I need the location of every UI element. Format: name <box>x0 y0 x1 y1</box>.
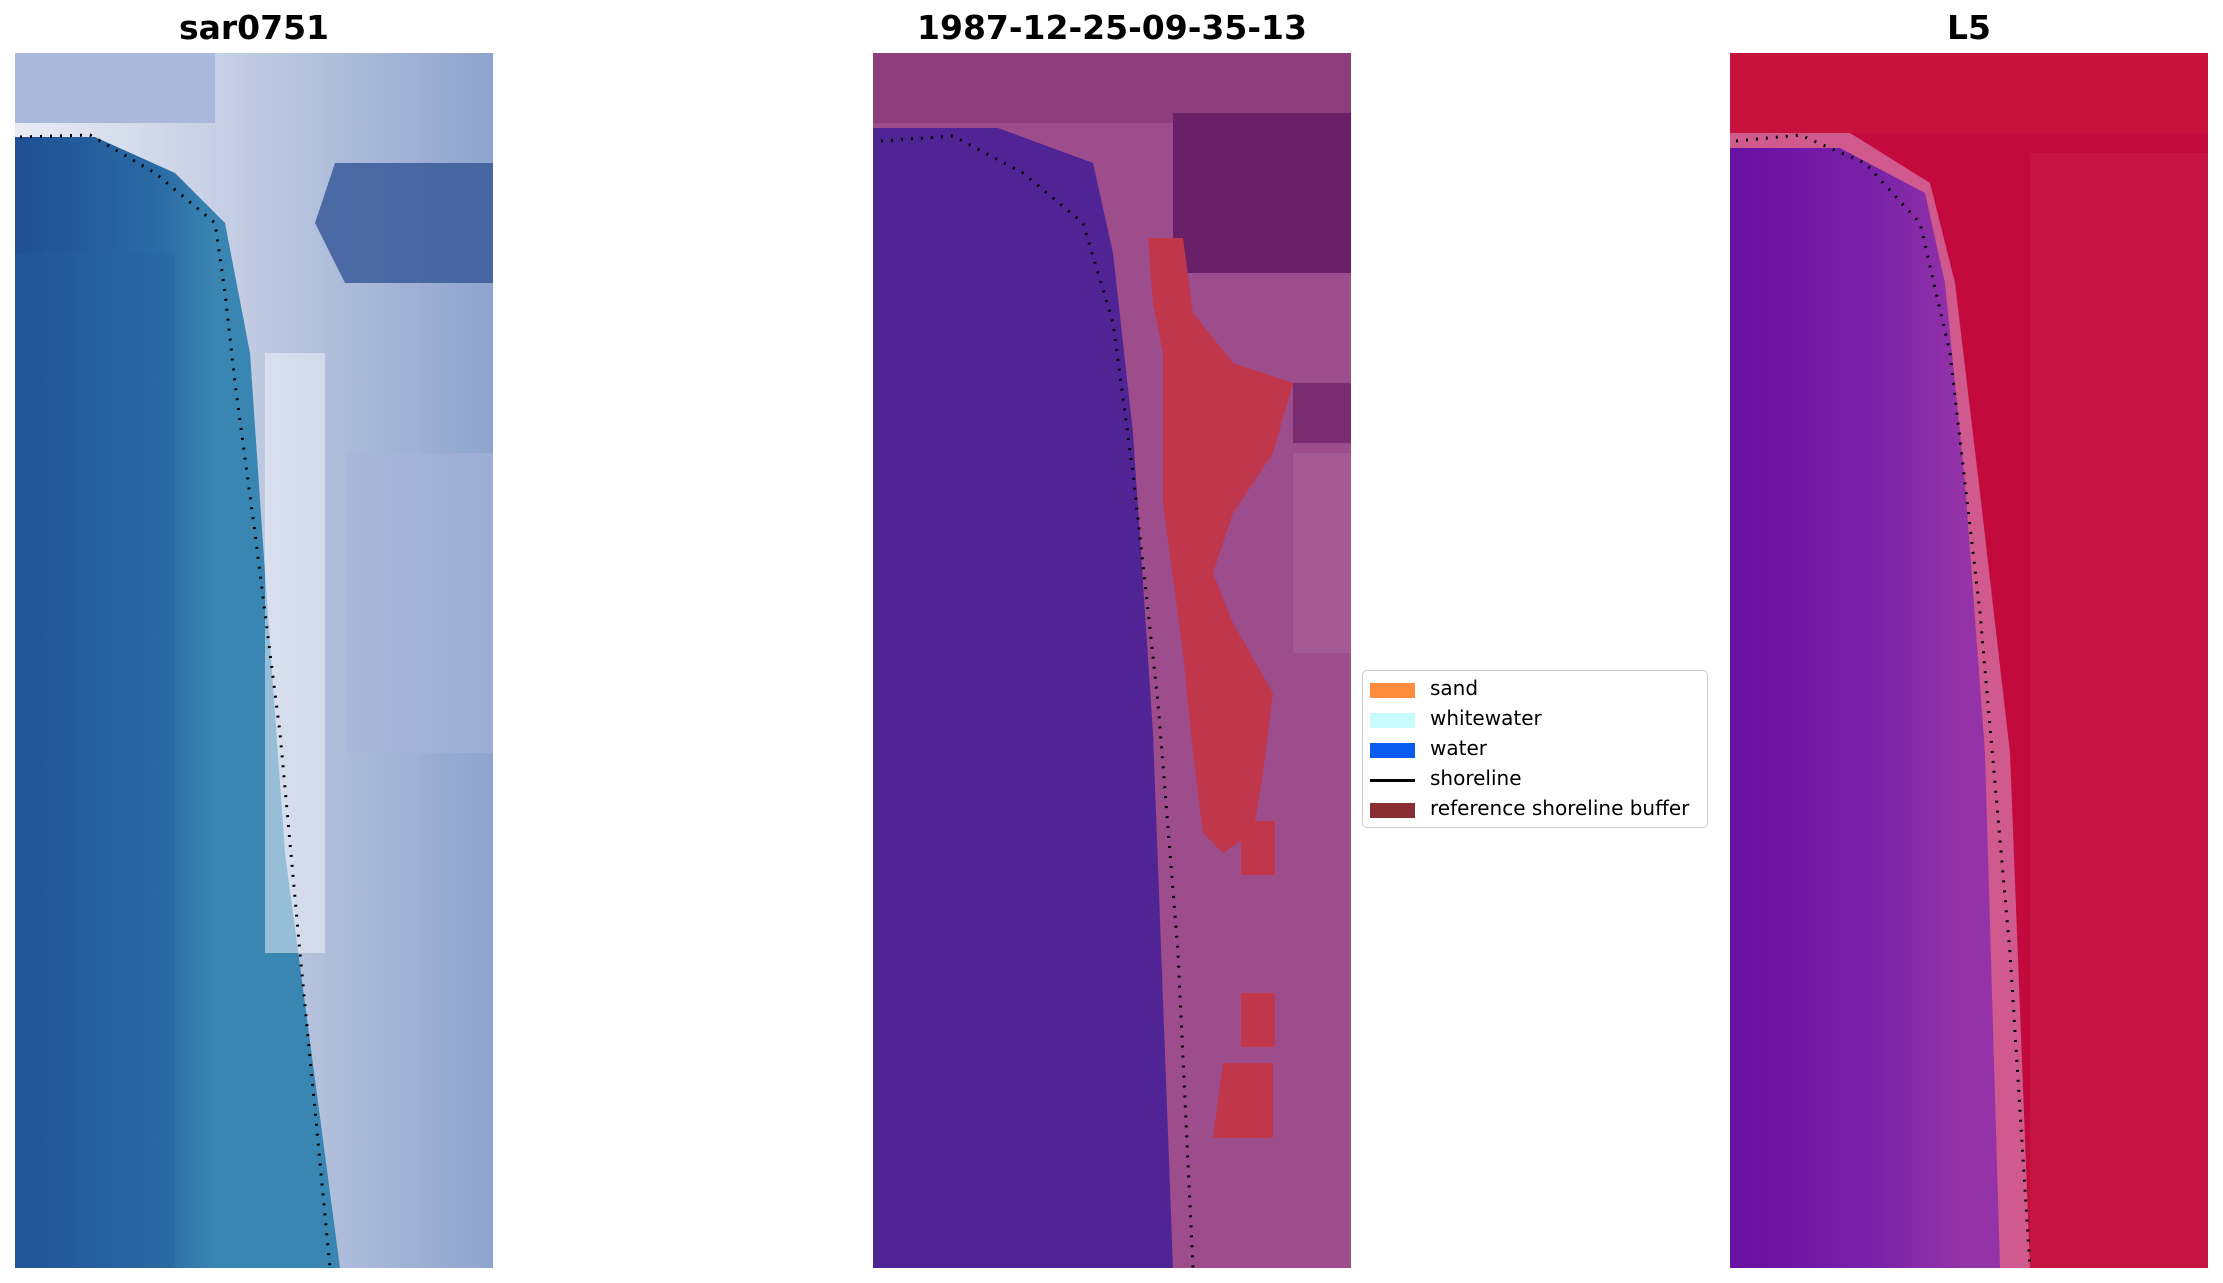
legend-item-water: water <box>1363 735 1707 765</box>
legend-label: water <box>1430 736 1487 760</box>
index-image-panel <box>1730 53 2208 1268</box>
legend-label: shoreline <box>1430 766 1522 790</box>
satellite-image-panel <box>15 53 493 1268</box>
water-swatch <box>1370 743 1415 758</box>
legend-label: reference shoreline buffer <box>1430 796 1690 820</box>
classified-image-panel <box>873 53 1351 1268</box>
legend-item-reference-buffer: reference shoreline buffer <box>1363 795 1707 825</box>
index-image <box>1730 53 2208 1268</box>
legend-item-whitewater: whitewater <box>1363 705 1707 735</box>
legend-label: sand <box>1430 676 1479 700</box>
satellite-image <box>15 53 493 1268</box>
whitewater-swatch <box>1370 713 1415 728</box>
legend-item-sand: sand <box>1363 675 1707 705</box>
panel-title-index: L5 <box>1947 8 1991 47</box>
classified-image <box>873 53 1351 1268</box>
panel-title-rgb: sar0751 <box>178 8 330 47</box>
sand-swatch <box>1370 683 1415 698</box>
legend-item-shoreline: shoreline <box>1363 765 1707 795</box>
reference-buffer-swatch <box>1370 803 1415 818</box>
panel-title-classified: 1987-12-25-09-35-13 <box>917 8 1307 47</box>
legend-label: whitewater <box>1430 706 1542 730</box>
shoreline-swatch <box>1370 779 1415 782</box>
legend: sand whitewater water shoreline referenc… <box>1362 670 1708 828</box>
